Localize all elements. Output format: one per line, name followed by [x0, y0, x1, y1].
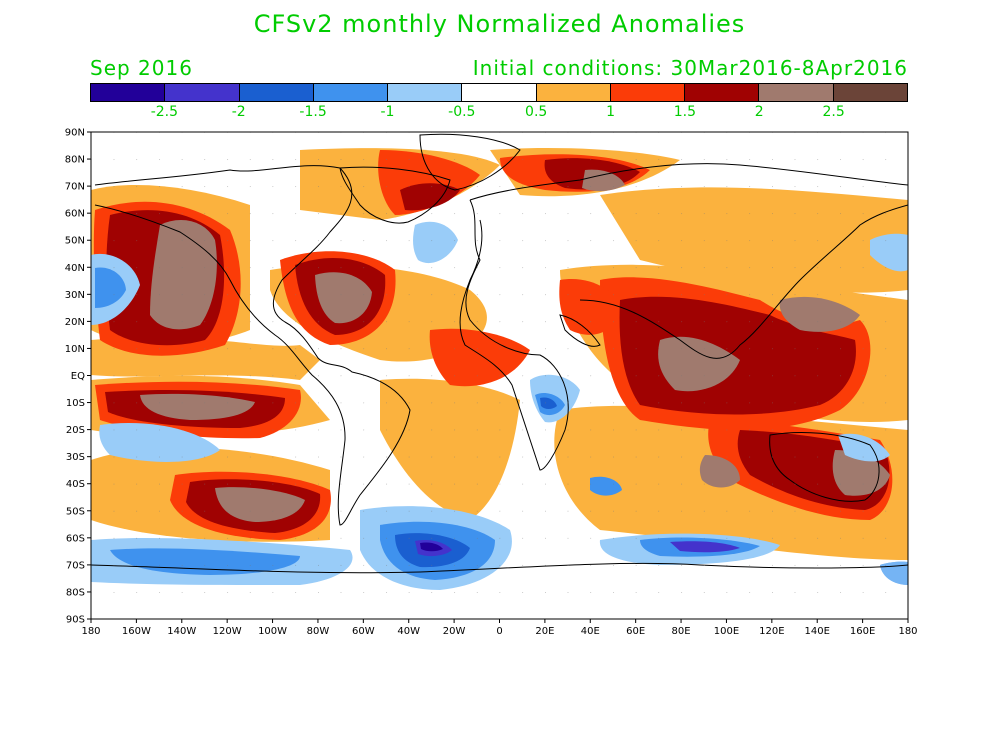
longitude-label: 20E — [535, 626, 554, 637]
color-scale-swatch — [759, 84, 834, 101]
longitude-label: 60E — [626, 626, 645, 637]
longitude-label: 60W — [352, 626, 375, 637]
longitude-label: 180 — [81, 626, 100, 637]
longitude-label: 0 — [496, 626, 502, 637]
color-scale-label: -1.5 — [299, 104, 327, 120]
anomaly-field — [91, 132, 908, 619]
color-scale-label: -2.5 — [150, 104, 179, 120]
latitude-label: 30S — [66, 452, 85, 463]
color-scale-label: 1 — [606, 104, 615, 120]
color-scale-swatch — [536, 84, 611, 101]
longitude-label: 140W — [167, 626, 196, 637]
latitude-label: 40S — [66, 479, 85, 490]
latitude-label: 50S — [66, 506, 85, 517]
latitude-label: 30N — [65, 290, 85, 301]
latitude-label: 90N — [65, 128, 85, 139]
latitude-label: 10S — [66, 398, 85, 409]
color-scale-swatch — [388, 84, 463, 101]
latitude-label: 90S — [66, 615, 85, 626]
color-scale-label: -1 — [380, 104, 395, 120]
color-scale-swatch — [685, 84, 760, 101]
latitude-axis: 90N 80N 70N 60N 50N 40N 30N 20N 10N EQ 10S 20S 30S 40… — [65, 128, 91, 626]
color-scale-swatch — [91, 84, 166, 101]
latitude-label: 70N — [65, 182, 85, 193]
color-scale-swatch — [462, 84, 537, 101]
chart-title: CFSv2 monthly Normalized Anomalies — [253, 10, 746, 38]
color-scale-label: 2 — [754, 104, 764, 120]
latitude-label: 10N — [65, 344, 85, 355]
latitude-label: 80N — [65, 155, 85, 166]
color-scale-swatch — [610, 84, 686, 101]
latitude-label: 20N — [65, 317, 85, 328]
latitude-label: 60S — [66, 533, 85, 544]
color-scale-swatch — [833, 84, 907, 101]
longitude-label: 80E — [672, 626, 691, 637]
latitude-label: 80S — [66, 587, 85, 598]
longitude-label: 80W — [307, 626, 330, 637]
longitude-label: 100E — [714, 626, 739, 637]
longitude-label: 120W — [213, 626, 242, 637]
color-scale-swatch — [239, 84, 314, 101]
latitude-label: 70S — [66, 560, 85, 571]
color-scale-label: 2.5 — [822, 104, 845, 120]
latitude-label: 60N — [65, 209, 85, 220]
color-scale-label: 1.5 — [673, 104, 697, 120]
longitude-label: 120E — [759, 626, 784, 637]
forecast-month: Sep 2016 — [90, 56, 193, 80]
latitude-label: 40N — [65, 263, 85, 274]
longitude-label: 160W — [122, 626, 151, 637]
latitude-label: EQ — [71, 371, 85, 382]
longitude-label: 140E — [805, 626, 830, 637]
longitude-label: 40W — [397, 626, 420, 637]
longitude-label: 20W — [443, 626, 466, 637]
color-scale-label: 0.5 — [525, 104, 548, 120]
color-scale-labels: -2.5 -2 -1.5 -1 -0.5 0.5 1 1.5 2 2.5 — [90, 104, 908, 122]
color-scale-label: -2 — [231, 104, 246, 120]
longitude-label: 160E — [850, 626, 875, 637]
longitude-label: 180 — [898, 626, 917, 637]
color-scale-swatch — [165, 84, 240, 101]
color-scale-swatch — [313, 84, 389, 101]
color-scale-bar — [90, 83, 908, 102]
latitude-label: 20S — [66, 425, 85, 436]
initial-conditions: Initial conditions: 30Mar2016-8Apr2016 — [472, 56, 908, 80]
longitude-axis: 180 160W 140W 120W 100W 80W 60W 40W 20W 0 20E 40E 60… — [81, 619, 918, 637]
longitude-label: 100W — [258, 626, 287, 637]
longitude-label: 40E — [581, 626, 600, 637]
color-scale-label: -0.5 — [448, 104, 476, 120]
latitude-label: 50N — [65, 236, 85, 247]
